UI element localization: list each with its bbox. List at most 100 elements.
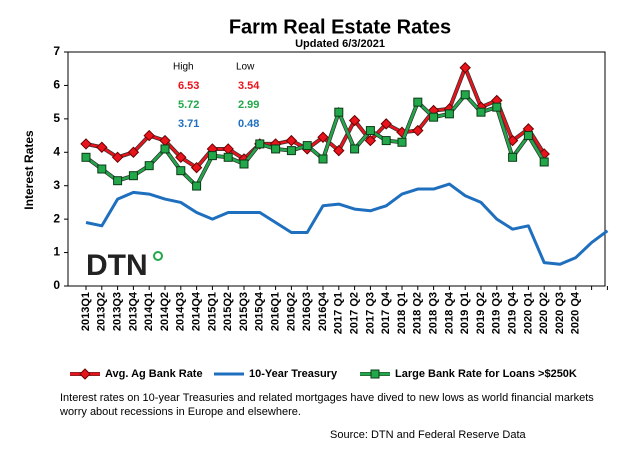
x-tick-label: 2015Q2 xyxy=(222,292,234,331)
y-tick-label: 2 xyxy=(53,211,60,225)
x-tick-label: 2014Q1 xyxy=(143,292,155,331)
x-tick-label: 2016Q3 xyxy=(301,292,313,331)
stats-value: 6.53 xyxy=(178,80,199,92)
note-line: worry about recessions in Europe and els… xyxy=(59,406,301,418)
point xyxy=(286,146,296,156)
x-tick-label: 2015Q3 xyxy=(238,292,250,331)
x-tick-label: 2013Q3 xyxy=(112,292,124,331)
legend-label: Large Bank Rate for Loans >$250K xyxy=(395,368,577,380)
stats-value: 3.54 xyxy=(238,80,260,92)
point xyxy=(318,154,328,164)
x-tick-label: 2020 Q1 xyxy=(522,292,534,334)
point xyxy=(160,144,170,154)
point xyxy=(207,151,217,161)
stats-value: 0.48 xyxy=(238,118,259,130)
stats-value: 2.99 xyxy=(238,99,259,111)
x-tick-label: 2019 Q1 xyxy=(459,292,471,334)
x-tick-label: 2017 Q4 xyxy=(380,291,392,334)
x-tick-label: 2019 Q3 xyxy=(491,292,503,334)
x-tick-label: 2017 Q3 xyxy=(364,292,376,334)
point xyxy=(397,137,407,147)
point xyxy=(350,144,360,154)
point xyxy=(412,124,424,137)
x-tick-label: 2013Q2 xyxy=(96,292,108,331)
point xyxy=(80,138,92,150)
point xyxy=(176,166,186,176)
point xyxy=(459,62,471,74)
point xyxy=(96,141,108,153)
point xyxy=(128,171,138,181)
legend-item: Avg. Ag Bank Rate xyxy=(70,368,203,380)
x-tick-label: 2016Q4 xyxy=(317,291,329,331)
legend-label: Avg. Ag Bank Rate xyxy=(105,368,203,380)
point xyxy=(113,176,123,186)
point xyxy=(190,161,203,174)
point xyxy=(364,134,377,147)
point xyxy=(81,152,91,162)
x-tick-label: 2016Q2 xyxy=(285,292,297,331)
point xyxy=(239,159,249,169)
x-tick-label: 2020 Q3 xyxy=(554,292,566,334)
point xyxy=(192,181,202,191)
stats-box xyxy=(168,58,268,126)
point xyxy=(333,144,345,157)
x-tick-label: 2014Q2 xyxy=(159,292,171,331)
x-tick-label: 2014Q4 xyxy=(191,291,203,331)
point xyxy=(334,107,344,117)
point xyxy=(348,114,361,127)
stats-header: High xyxy=(173,62,194,73)
note-line: Interest rates on 10-year Treasuries and… xyxy=(60,392,594,404)
point xyxy=(223,152,233,162)
point xyxy=(302,141,312,151)
x-tick-label: 2013Q4 xyxy=(127,291,139,331)
stats-value: 5.72 xyxy=(178,99,199,111)
x-tick-label: 2018 Q4 xyxy=(443,291,455,334)
point xyxy=(271,144,281,154)
point xyxy=(143,129,155,142)
point xyxy=(492,102,502,112)
y-tick-label: 4 xyxy=(53,144,60,158)
point xyxy=(285,134,298,147)
y-tick-label: 5 xyxy=(53,111,60,125)
chart-subtitle: Updated 6/3/2021 xyxy=(295,38,385,50)
point xyxy=(144,161,154,171)
y-tick-label: 7 xyxy=(53,44,60,58)
logo: DTN xyxy=(86,249,148,282)
y-tick-label: 3 xyxy=(53,178,60,192)
point xyxy=(523,131,533,141)
legend-item: 10-Year Treasury xyxy=(214,368,338,380)
stats-value: 3.71 xyxy=(178,118,199,130)
logo-dot xyxy=(153,251,163,261)
plot-area xyxy=(67,51,606,287)
point xyxy=(365,126,375,136)
source: Source: DTN and Federal Reserve Data xyxy=(330,429,527,441)
point xyxy=(381,136,391,146)
point xyxy=(255,139,265,149)
chart-title: Farm Real Estate Rates xyxy=(229,16,451,38)
point xyxy=(539,157,549,167)
x-tick-label: 2019 Q4 xyxy=(507,291,519,334)
point xyxy=(508,152,518,162)
x-tick-label: 2020 Q4 xyxy=(570,291,582,334)
legend-marker xyxy=(370,369,380,379)
point xyxy=(413,97,423,107)
x-tick-label: 2014Q3 xyxy=(175,292,187,331)
point xyxy=(380,118,392,130)
x-tick-label: 2015Q1 xyxy=(206,292,218,331)
x-tick-label: 2013Q1 xyxy=(80,292,92,331)
legend-label: 10-Year Treasury xyxy=(249,368,338,380)
point xyxy=(429,112,439,122)
point xyxy=(175,151,187,164)
x-tick-label: 2016Q1 xyxy=(270,292,282,331)
x-tick-label: 2019 Q2 xyxy=(475,292,487,334)
y-tick-label: 0 xyxy=(53,278,60,292)
y-tick-label: 6 xyxy=(53,78,60,92)
x-tick-label: 2017 Q1 xyxy=(333,292,345,334)
legend-item: Large Bank Rate for Loans >$250K xyxy=(360,368,577,380)
y-axis-label: Interest Rates xyxy=(22,130,36,210)
point xyxy=(444,109,454,119)
point xyxy=(460,90,470,100)
point xyxy=(317,131,329,143)
x-tick-label: 2020 Q2 xyxy=(538,292,550,334)
